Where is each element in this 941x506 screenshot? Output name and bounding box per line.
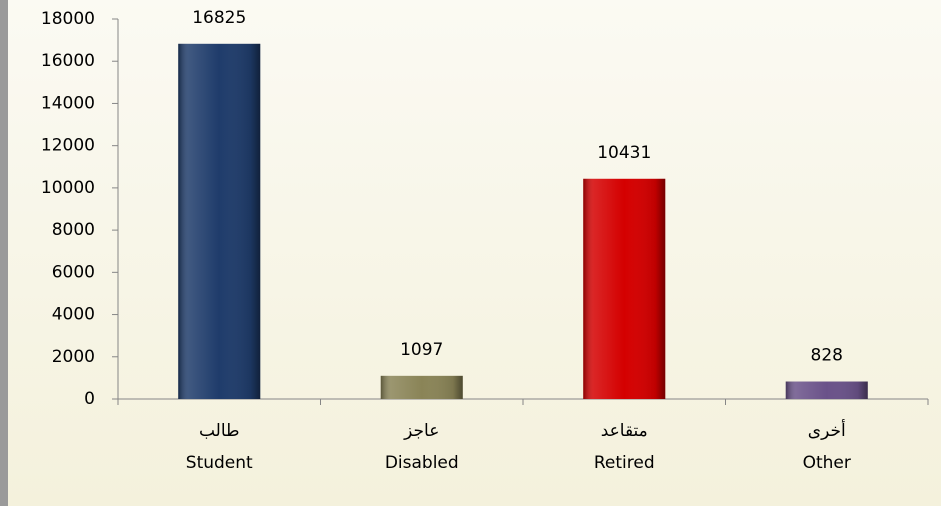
x-tick-label: Disabled xyxy=(385,453,459,473)
x-tick-label: Retired xyxy=(594,453,655,473)
x-tick-label: Other xyxy=(803,453,851,473)
x-tick-label: طالب xyxy=(199,421,240,441)
x-tick-label: متقاعد xyxy=(601,421,648,441)
y-tick-label: 2000 xyxy=(52,347,95,367)
y-tick-label: 10000 xyxy=(41,178,95,198)
x-tick-label: أخرى xyxy=(808,419,846,441)
x-tick-label: Student xyxy=(186,453,253,473)
y-tick-label: 4000 xyxy=(52,305,95,325)
y-tick-label: 14000 xyxy=(41,93,95,113)
x-tick-label: عاجز xyxy=(403,421,439,441)
left-border xyxy=(0,0,8,506)
bar-shade xyxy=(380,375,463,399)
y-tick-label: 12000 xyxy=(41,136,95,156)
bar-shade xyxy=(583,178,666,399)
value-label: 828 xyxy=(811,346,843,366)
value-label: 1097 xyxy=(400,340,443,360)
bar-shade xyxy=(785,381,868,399)
value-label: 16825 xyxy=(192,8,246,28)
y-tick-label: 18000 xyxy=(41,9,95,29)
value-label: 10431 xyxy=(597,143,651,163)
y-tick-label: 0 xyxy=(84,389,95,409)
y-tick-label: 8000 xyxy=(52,220,95,240)
bar-shade xyxy=(178,43,261,400)
y-tick-label: 16000 xyxy=(41,51,95,71)
y-tick-label: 6000 xyxy=(52,262,95,282)
